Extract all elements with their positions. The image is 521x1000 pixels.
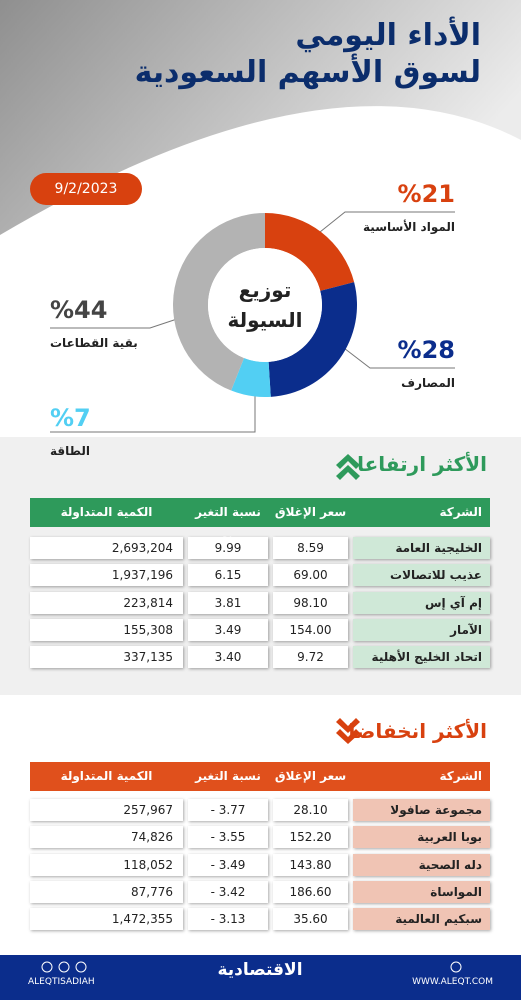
leader-lines (50, 211, 455, 433)
table-cell: 143.80 (273, 853, 348, 876)
table-cell: 186.60 (273, 880, 348, 903)
down-icon (336, 718, 360, 744)
gainers-title: الأكثر ارتفاعا (357, 452, 487, 476)
table-cell: - 3.49 (188, 853, 268, 876)
table-cell: 1,472,355 (30, 908, 183, 931)
table-header-bar (30, 762, 490, 791)
table-cell: 35.60 (273, 908, 348, 931)
column-header: سعر الإغلاق (274, 769, 347, 783)
slice-value-label: %21 (397, 180, 455, 208)
table-cell: 223,814 (30, 591, 183, 614)
table-cell: 3.81 (188, 591, 268, 614)
table-cell: 1,937,196 (30, 564, 183, 587)
donut-hole (208, 248, 322, 362)
slice-value-label: %28 (397, 336, 455, 364)
donut-center-label: توزيع السيولة (227, 278, 303, 332)
table-cell: - 3.42 (188, 880, 268, 903)
table-cell: 9.72 (273, 646, 348, 669)
table-cell: - 3.77 (188, 799, 268, 821)
social-icons (41, 961, 462, 973)
donut-slice (231, 357, 271, 397)
table-cell: إم آي إس (353, 591, 490, 614)
table-cell: الآمار (353, 618, 490, 641)
column-header: الشركة (439, 769, 482, 783)
table-cell: 74,826 (30, 826, 183, 849)
date: 9/2/2023 (54, 181, 118, 197)
table-cell: 9.99 (188, 537, 268, 559)
table-cell: دله الصحية (353, 853, 490, 876)
table-cell: 155,308 (30, 618, 183, 641)
table-cell: المواساة (353, 880, 490, 903)
column-header: الكمية المتداولة (60, 769, 153, 783)
table-cell: بوبا العربية (353, 826, 490, 849)
table-cell: سبكيم العالمية (353, 908, 490, 931)
table-cell: 152.20 (273, 826, 348, 849)
footer-handle: ALEQTISADIAH (28, 977, 95, 987)
table-cell: اتحاد الخليج الأهلية (353, 646, 490, 669)
slice-category-label: بقية القطاعات (50, 336, 138, 350)
table-cell: 6.15 (188, 564, 268, 587)
donut-slice (268, 282, 357, 397)
losers-title: الأكثر انخفاضا (348, 719, 487, 743)
date-pill (30, 173, 142, 205)
table-cell: 3.49 (188, 618, 268, 641)
column-header: سعر الإغلاق (274, 505, 347, 519)
column-header: الكمية المتداولة (60, 505, 153, 519)
slice-category-label: الطاقة (50, 444, 90, 458)
footer-logo: الاقتصادية (217, 960, 303, 980)
table-cell: 154.00 (273, 618, 348, 641)
table-header-bar (30, 498, 490, 527)
table-cell: عذيب للاتصالات (353, 564, 490, 587)
table-cell: الخليجية العامة (353, 537, 490, 559)
table-cell: 337,135 (30, 646, 183, 669)
up-icon (336, 454, 360, 480)
table-cell: 3.40 (188, 646, 268, 669)
slice-value-label: %7 (50, 404, 91, 432)
table-cell: 87,776 (30, 880, 183, 903)
donut-slice (173, 213, 265, 391)
footer-website: WWW.ALEQT.COM (412, 977, 493, 987)
table-cell: 28.10 (273, 799, 348, 821)
table-cell: 257,967 (30, 799, 183, 821)
title-line2: لسوق الأسهم السعودية (134, 55, 481, 90)
slice-category-label: المواد الأساسية (363, 220, 455, 234)
table-cell: 69.00 (273, 564, 348, 587)
slice-category-label: المصارف (401, 376, 455, 390)
header-shape (0, 0, 521, 235)
table-cell: 8.59 (273, 537, 348, 559)
table-cell: - 3.55 (188, 826, 268, 849)
table-cell: مجموعة صافولا (353, 799, 490, 821)
table-cell: 98.10 (273, 591, 348, 614)
slice-value-label: %44 (50, 296, 108, 324)
table-cell: 2,693,204 (30, 537, 183, 559)
title-line1: الأداء اليومي (295, 18, 481, 53)
footer-bar (0, 955, 521, 1000)
donut-slice (265, 213, 355, 291)
table-cell: - 3.13 (188, 908, 268, 931)
table-cell: 118,052 (30, 853, 183, 876)
column-header: الشركة (439, 505, 482, 519)
